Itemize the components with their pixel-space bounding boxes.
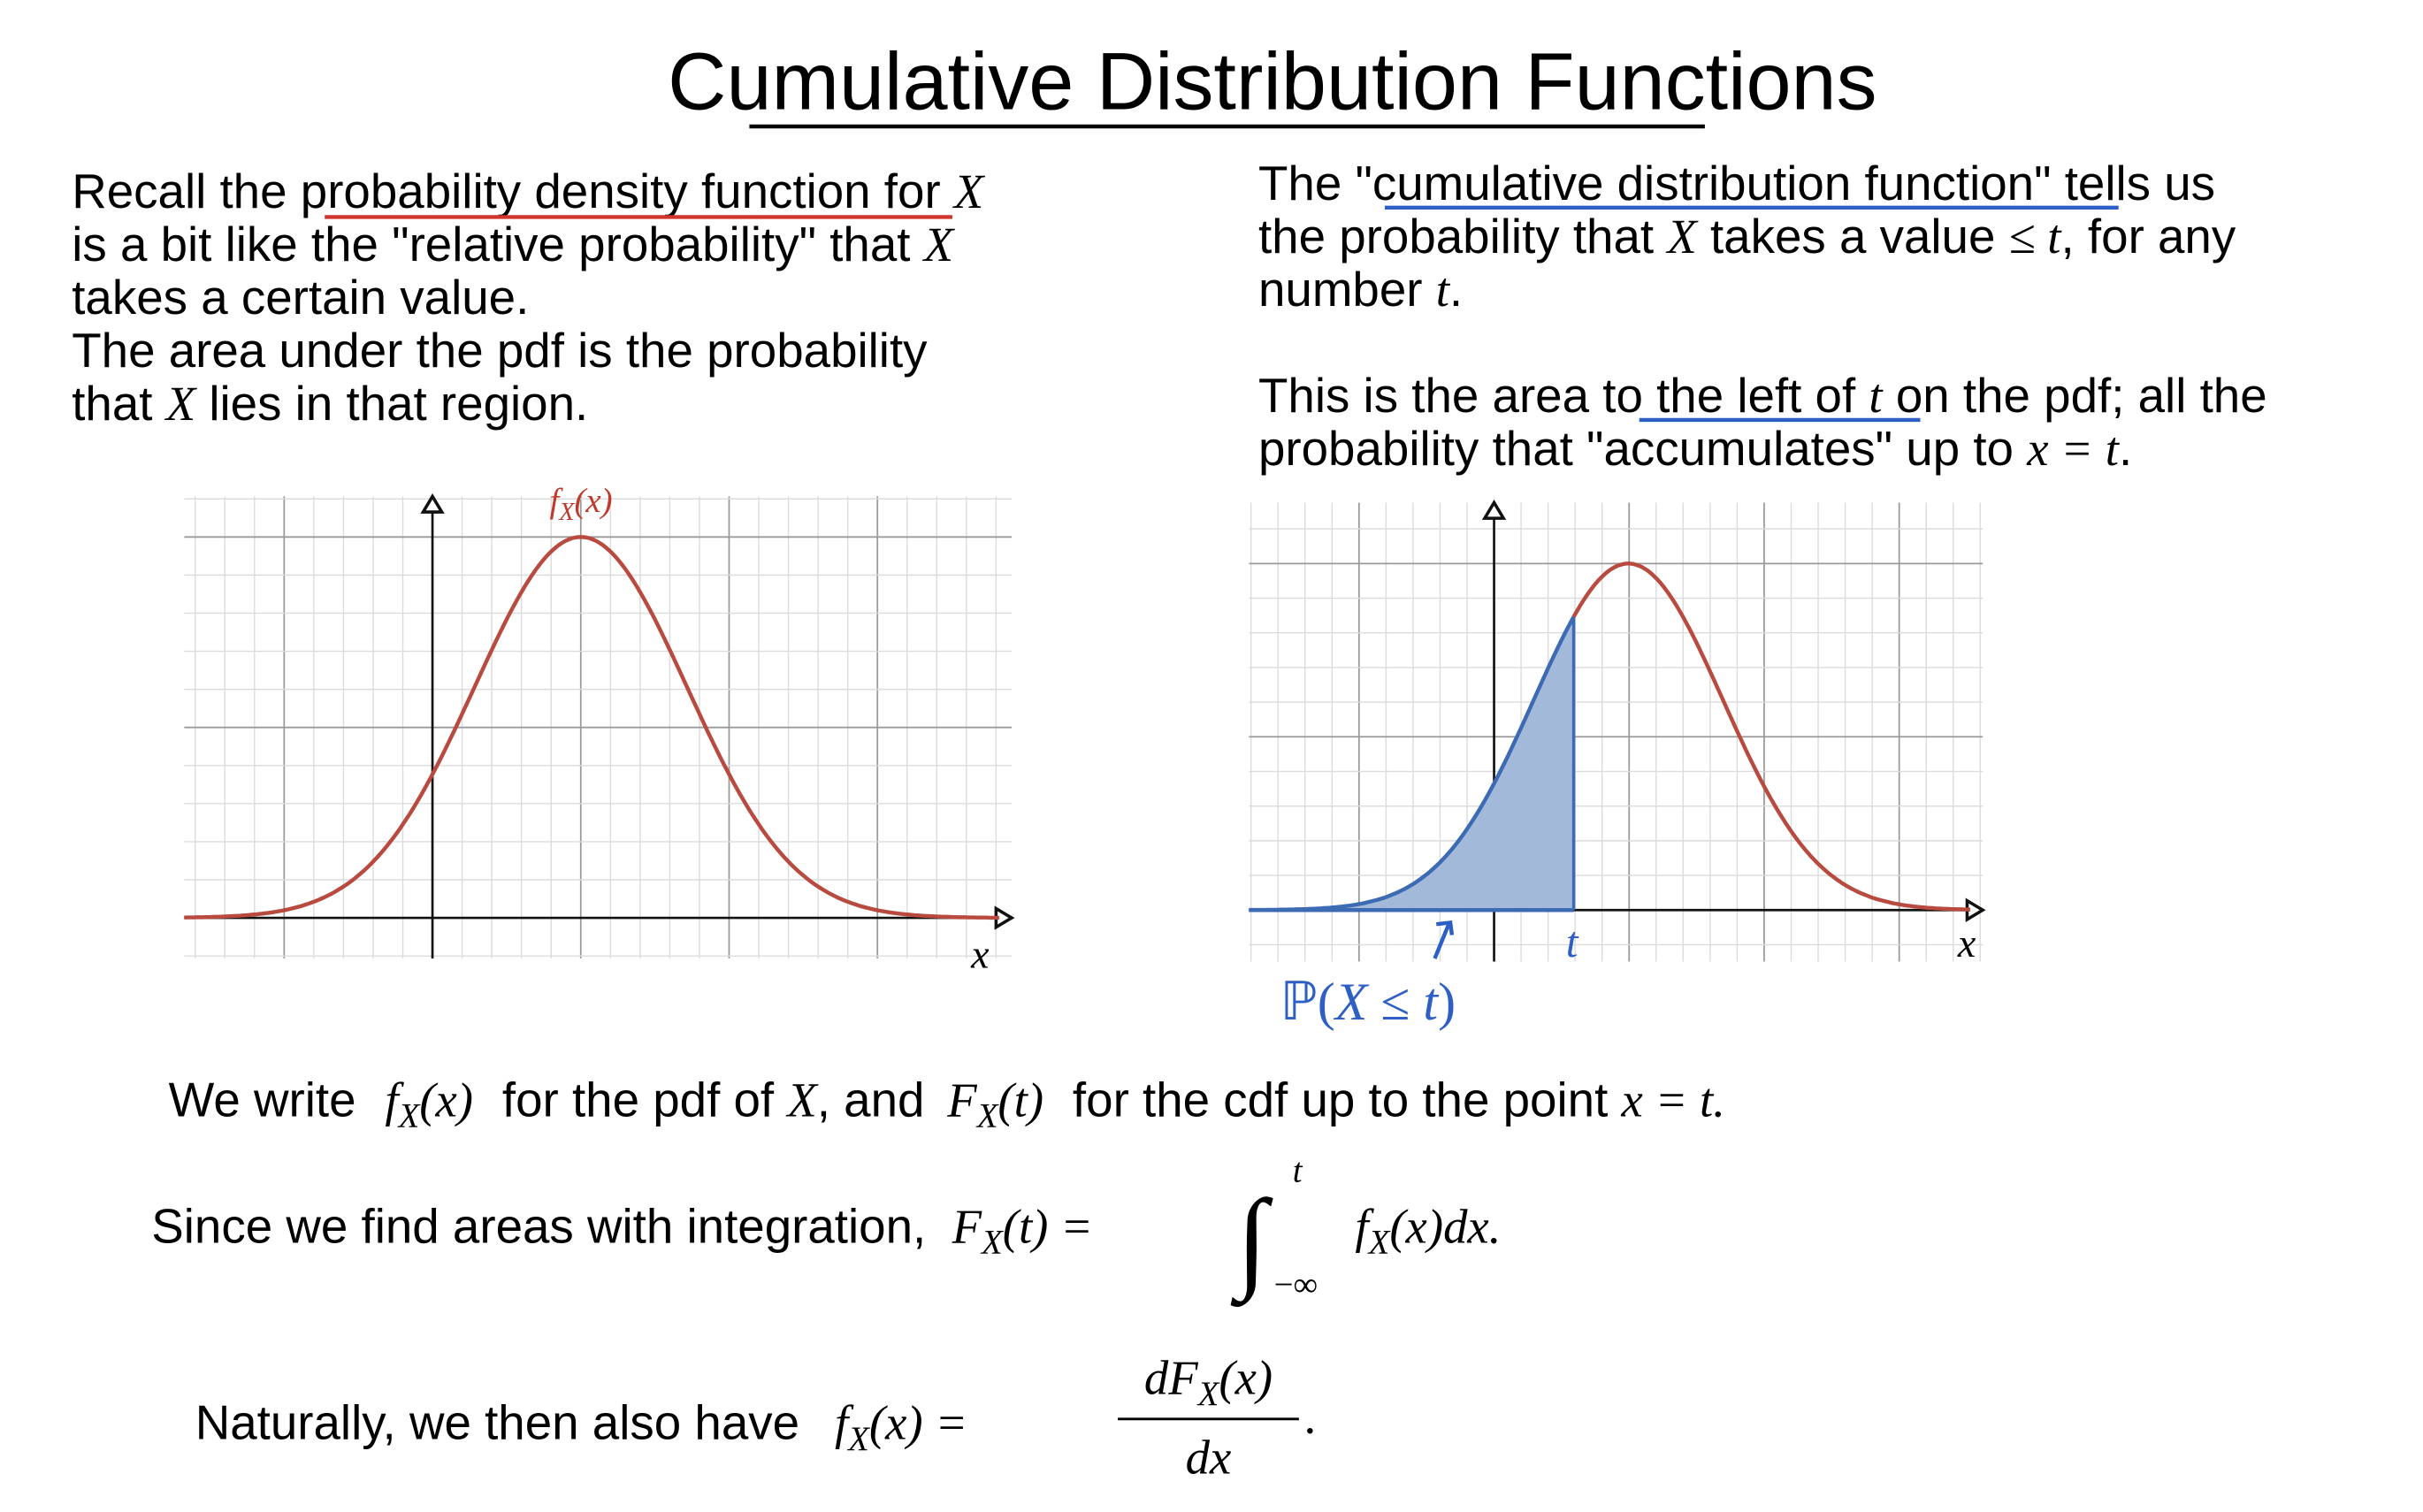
integral-upper: t (1293, 1151, 1303, 1189)
arrowhead (420, 493, 445, 514)
integral-sign: ∫ (1230, 1178, 1273, 1308)
x-axis-label: x (1957, 920, 1976, 966)
text-line: The area under the pdf is the probabilit… (72, 323, 928, 378)
integrand: fX(x)dx. (1355, 1199, 1501, 1261)
text-line: The "cumulative distribution function" t… (1258, 156, 2215, 210)
period: . (1305, 1390, 1318, 1444)
pdf-curve (1571, 561, 1971, 912)
x-axis-label: x (970, 932, 990, 977)
text-line: This is the area to the left of t on the… (1258, 368, 2267, 423)
pdf-label: fX(x) (549, 482, 612, 526)
fraction-denominator: dx (1186, 1431, 1232, 1485)
formula-line: Naturally, we then also have fX(x) = (195, 1395, 968, 1458)
text-line: the probability that X takes a value ≤ t… (1258, 209, 2236, 263)
pdf-curve (184, 535, 999, 920)
plots (184, 493, 1986, 962)
text-line: is a bit like the "relative probability"… (72, 217, 955, 271)
text-line: probability that "accumulates" up to x =… (1258, 421, 2132, 476)
t-label: t (1566, 918, 1579, 966)
text-line: that X lies in that region. (72, 376, 588, 431)
formula-line: Since we find areas with integration, FX… (151, 1198, 1093, 1261)
probability-label: ℙ(X ≤ t) (1280, 973, 1456, 1031)
arrowhead (1481, 500, 1507, 520)
text-line: number t. (1258, 262, 1463, 317)
fraction-numerator: dFX(x) (1144, 1351, 1273, 1413)
formula-line: We write fX(x) for the pdf of X, and FX(… (169, 1072, 1725, 1134)
text-line: takes a certain value. (72, 270, 529, 325)
text-line: Recall the probability density function … (72, 164, 986, 218)
cdf-curve (1249, 615, 1576, 913)
pointer-arrow (1433, 920, 1455, 959)
shaded-area (1249, 616, 1574, 911)
integral-lower: −∞ (1274, 1265, 1319, 1303)
title: Cumulative Distribution Functions (668, 37, 1876, 127)
